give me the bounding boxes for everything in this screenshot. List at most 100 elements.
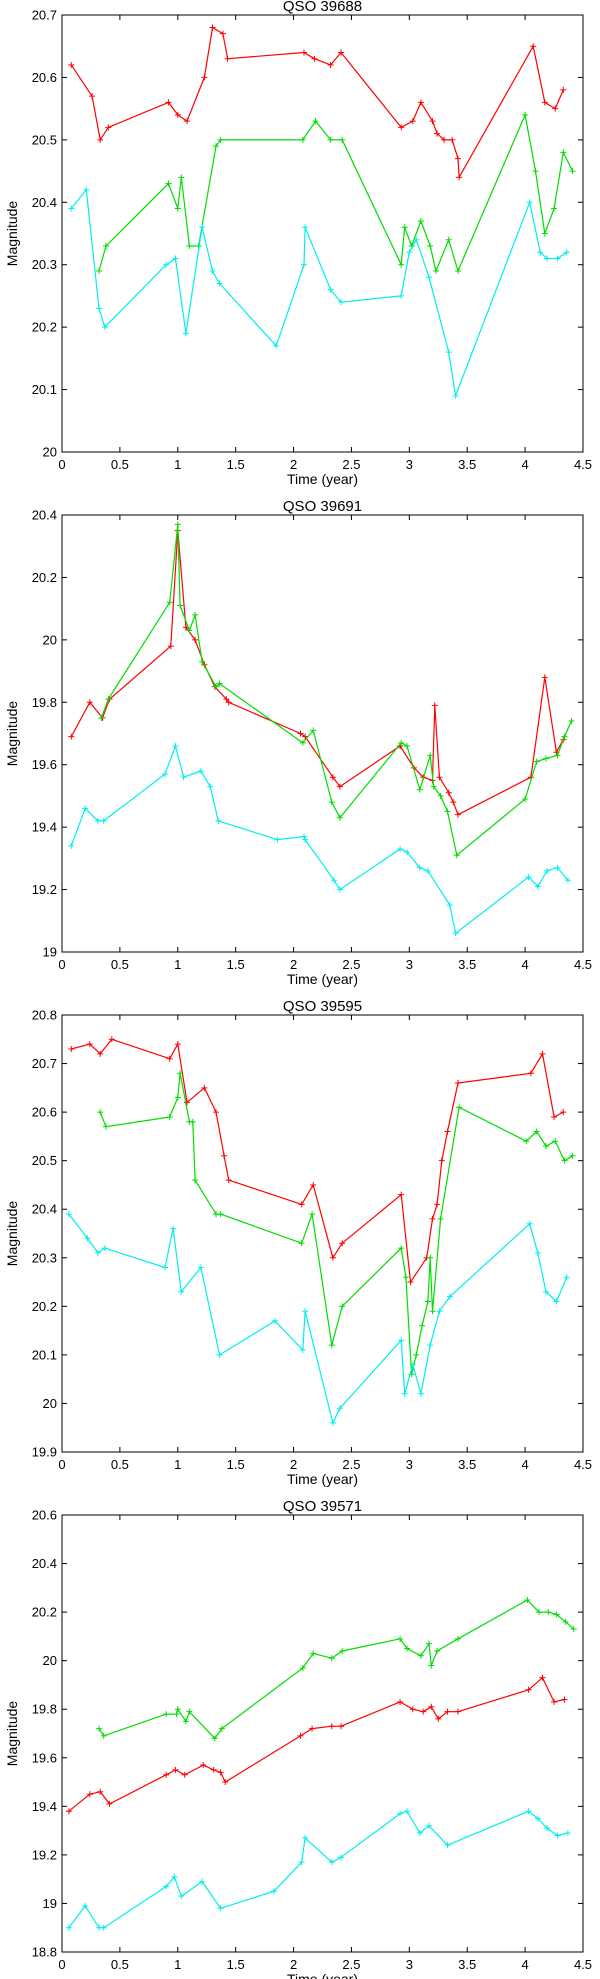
x-tick-label: 3.5 — [458, 1957, 476, 1972]
data-point-marker — [554, 752, 561, 759]
series-2 — [96, 1596, 577, 1742]
data-point-marker — [106, 1800, 113, 1807]
data-point-marker — [197, 1264, 204, 1271]
data-point-marker — [426, 274, 433, 281]
data-point-marker — [417, 1390, 424, 1397]
data-point-marker — [338, 1854, 345, 1861]
data-point-marker — [404, 1808, 411, 1815]
data-point-marker — [197, 767, 204, 774]
y-tick-label: 19.8 — [32, 695, 57, 710]
data-point-marker — [539, 1674, 546, 1681]
data-point-marker — [328, 1342, 335, 1349]
data-point-marker — [524, 1596, 531, 1603]
data-point-marker — [82, 1902, 89, 1909]
x-tick-label: 1.5 — [227, 957, 245, 972]
y-axis-label: Magnitude — [4, 701, 20, 767]
data-point-marker — [86, 699, 93, 706]
data-point-marker — [328, 799, 335, 806]
x-tick-label: 4 — [521, 1457, 528, 1472]
data-point-marker — [192, 1177, 199, 1184]
data-point-marker — [225, 1177, 232, 1184]
data-point-marker — [404, 1645, 411, 1652]
data-point-marker — [97, 1050, 104, 1057]
data-point-marker — [552, 105, 559, 112]
chart-panel-3: QSO 39595 0 0.5 1 1.5 2 2.5 3 3.5 4 4.5 19.9 20 20.1 2… — [4, 998, 592, 1487]
data-point-marker — [339, 1240, 346, 1247]
data-point-marker — [420, 1708, 427, 1715]
data-point-marker — [68, 733, 75, 740]
data-point-marker — [165, 99, 172, 106]
data-point-marker — [68, 842, 75, 849]
x-tick-label: 4.5 — [574, 1957, 592, 1972]
data-point-marker — [428, 1703, 435, 1710]
data-point-marker — [409, 1706, 416, 1713]
x-tick-label: 1.5 — [227, 457, 245, 472]
data-point-marker — [165, 180, 172, 187]
data-point-marker — [426, 1640, 433, 1647]
data-point-marker — [174, 1706, 181, 1713]
data-point-marker — [300, 49, 307, 56]
data-point-marker — [416, 1830, 423, 1837]
data-point-marker — [302, 836, 309, 843]
data-point-marker — [89, 93, 96, 100]
data-point-marker — [454, 1079, 461, 1086]
data-point-marker — [186, 242, 193, 249]
data-point-marker — [554, 1832, 561, 1839]
data-point-marker — [450, 799, 457, 806]
data-point-marker — [564, 1830, 571, 1837]
series-line — [98, 1599, 575, 1740]
data-point-marker — [336, 1405, 343, 1412]
data-point-marker — [554, 255, 561, 262]
y-tick-label: 20.4 — [32, 1556, 57, 1571]
data-point-marker — [429, 1308, 436, 1315]
data-point-marker — [413, 236, 420, 243]
data-point-marker — [416, 786, 423, 793]
data-point-marker — [454, 1635, 461, 1642]
chart-title: QSO 39571 — [283, 1498, 362, 1515]
series-line — [100, 523, 572, 856]
data-point-marker — [561, 733, 568, 740]
x-tick-label: 1.5 — [227, 1457, 245, 1472]
x-tick-label: 3.5 — [458, 957, 476, 972]
data-point-marker — [544, 867, 551, 874]
data-point-marker — [397, 1698, 404, 1705]
data-point-marker — [167, 643, 174, 650]
data-point-marker — [163, 1771, 170, 1778]
data-point-marker — [542, 1288, 549, 1295]
data-point-marker — [437, 792, 444, 799]
data-point-marker — [83, 186, 90, 193]
data-point-marker — [523, 1138, 530, 1145]
data-point-marker — [561, 1696, 568, 1703]
data-point-marker — [551, 205, 558, 212]
data-point-marker — [397, 845, 404, 852]
data-point-marker — [444, 808, 451, 815]
y-tick-label: 20.5 — [32, 132, 57, 147]
data-point-marker — [166, 1113, 173, 1120]
data-point-marker — [436, 774, 443, 781]
plot-frame — [61, 14, 584, 453]
x-axis-label: Time (year) — [287, 971, 358, 987]
data-point-marker — [533, 758, 540, 765]
data-point-marker — [327, 286, 334, 293]
data-point-marker — [100, 1732, 107, 1739]
y-tick-label: 19.8 — [32, 1702, 57, 1717]
data-point-marker — [186, 627, 193, 634]
data-point-marker — [172, 1766, 179, 1773]
data-point-marker — [402, 1274, 409, 1281]
data-point-marker — [96, 305, 103, 312]
x-tick-label: 1 — [174, 457, 181, 472]
data-point-marker — [454, 1708, 461, 1715]
series-line — [98, 114, 574, 272]
data-point-marker — [452, 392, 459, 399]
series-1 — [68, 1036, 567, 1286]
data-point-marker — [192, 611, 199, 618]
data-point-marker — [436, 1308, 443, 1315]
y-tick-label: 19 — [43, 945, 57, 960]
data-point-marker — [329, 1254, 336, 1261]
data-point-marker — [84, 1235, 91, 1242]
y-tick-label: 20 — [43, 1653, 57, 1668]
data-point-marker — [299, 1664, 306, 1671]
data-point-marker — [336, 783, 343, 790]
y-tick-label: 20.7 — [32, 1056, 57, 1071]
data-point-marker — [217, 1905, 224, 1912]
